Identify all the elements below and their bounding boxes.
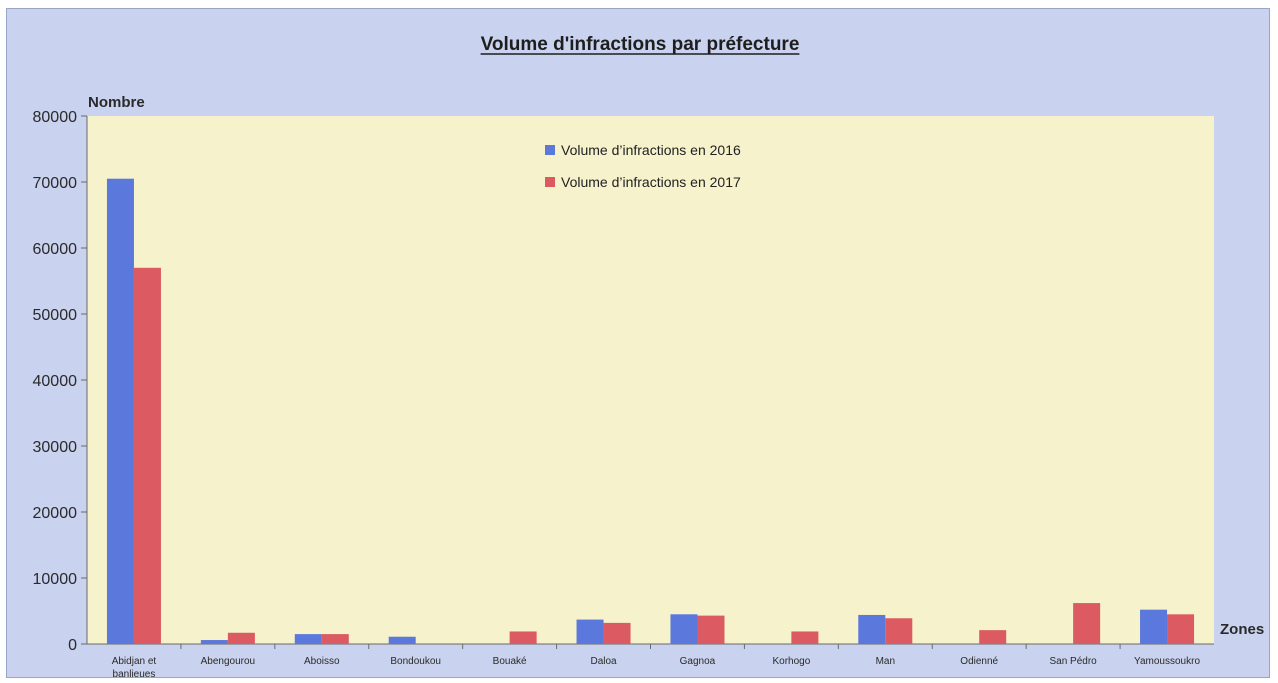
y-tick-label: 30000 — [33, 439, 78, 456]
x-tick-label: Bondoukou — [390, 656, 441, 667]
x-tick-label: Abengourou — [201, 656, 256, 667]
bar-2016 — [1140, 609, 1168, 644]
bars — [106, 178, 1195, 644]
y-tick-label: 80000 — [33, 109, 78, 126]
y-axis-ticks: 0 10000 20000 30000 40000 50000 60000 70000 8000… — [33, 109, 87, 654]
bar-2016 — [388, 636, 416, 644]
x-tick-label: Bouaké — [493, 656, 527, 667]
bar-2017 — [1073, 603, 1101, 644]
y-tick-label: 40000 — [33, 373, 78, 390]
x-tick-label: Aboisso — [304, 656, 340, 667]
bar-2017 — [1167, 614, 1195, 644]
bar-2016 — [294, 634, 322, 644]
bar-2017 — [979, 630, 1007, 644]
chart-title: Volume d'infractions par préfecture — [481, 34, 800, 55]
bar-2016 — [670, 614, 698, 644]
y-tick-label: 20000 — [33, 505, 78, 522]
x-tick-label: Yamoussoukro — [1134, 656, 1200, 667]
bar-2017 — [885, 618, 913, 644]
x-tick-label: Abidjan et — [112, 656, 157, 667]
x-tick-label: Daloa — [590, 656, 617, 667]
x-tick-label: Gagnoa — [680, 656, 716, 667]
y-tick-label: 60000 — [33, 241, 78, 258]
x-axis-title: Zones — [1220, 621, 1264, 638]
y-tick-label: 0 — [68, 637, 77, 654]
bar-2016 — [576, 619, 604, 644]
bar-2016 — [200, 640, 228, 644]
plot-area — [87, 116, 1214, 644]
y-axis-title: Nombre — [88, 94, 145, 111]
y-tick-label: 10000 — [33, 571, 78, 588]
legend-label-2017: Volume d’infractions en 2017 — [561, 174, 741, 190]
bar-2017 — [133, 267, 161, 644]
x-axis-ticks: Abidjan et banlieues Abengourou Aboisso Bond… — [112, 644, 1200, 680]
x-tick-label: Odienné — [960, 656, 998, 667]
bar-2017 — [791, 631, 819, 644]
bar-2017 — [509, 631, 537, 644]
bar-2016 — [858, 614, 886, 644]
x-tick-label: Man — [876, 656, 895, 667]
x-tick-label: San Pédro — [1049, 656, 1097, 667]
bar-2017 — [603, 622, 631, 644]
bar-2017 — [321, 634, 349, 644]
legend-swatch-2017 — [545, 177, 555, 187]
y-tick-label: 70000 — [33, 175, 78, 192]
bar-2016 — [106, 178, 134, 644]
x-tick-label: banlieues — [113, 669, 156, 680]
legend: Volume d’infractions en 2016 Volume d’inf… — [545, 142, 741, 190]
y-tick-label: 50000 — [33, 307, 78, 324]
legend-label-2016: Volume d’infractions en 2016 — [561, 142, 741, 158]
bar-2017 — [227, 632, 255, 644]
legend-swatch-2016 — [545, 145, 555, 155]
x-tick-label: Korhogo — [772, 656, 810, 667]
bar-2017 — [697, 615, 725, 644]
